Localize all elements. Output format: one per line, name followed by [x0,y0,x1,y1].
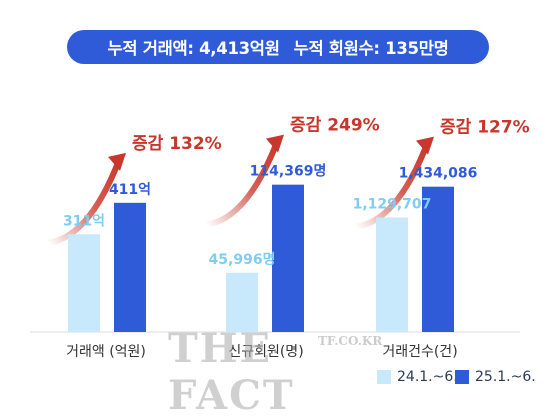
value-label-prev-1: 45,996명 [209,251,276,268]
category-label-1: 신규회원(명) [228,344,303,360]
growth-arrow-2 [353,143,429,230]
growth-arrow-0 [45,159,121,246]
total-members-text: 누적 회원수: 135만명 [293,39,449,58]
summary-banner: 누적 거래액: 4,413억원 누적 회원수: 135만명 [67,30,489,64]
value-label-prev-2: 1,129,707 [353,197,432,213]
value-label-curr-0: 411억 [109,182,151,198]
legend-label-curr: 25.1.~6. [475,369,536,385]
growth-arrowhead-2 [416,136,434,155]
bar-curr-1 [272,184,304,332]
growth-label-0: 증감 132% [132,134,222,154]
growth-label-1: 증감 249% [290,116,380,136]
total-amount-text: 누적 거래액: 4,413억원 [107,39,280,58]
growth-arrowhead-0 [108,152,126,171]
bar-prev-2 [376,217,408,332]
growth-arrowhead-1 [266,134,284,153]
legend-item-curr: 25.1.~6. [455,369,536,385]
growth-label-2: 증감 127% [440,118,530,138]
growth-arrow-1 [203,141,279,228]
bar-curr-2 [422,186,454,332]
bar-curr-0 [114,202,146,332]
legend-label-prev: 24.1.~6. [397,369,458,385]
category-label-2: 거래건수(건) [382,344,457,360]
bar-prev-0 [68,234,100,332]
bar-prev-1 [226,272,258,332]
value-label-curr-1: 114,369명 [250,163,327,180]
category-label-0: 거래액 (억원) [66,344,146,360]
legend-swatch-curr [455,370,469,384]
legend-item-prev: 24.1.~6. [377,369,458,385]
value-label-curr-2: 1,434,086 [399,166,478,182]
legend-swatch-prev [377,370,391,384]
value-label-prev-0: 311억 [63,213,105,229]
